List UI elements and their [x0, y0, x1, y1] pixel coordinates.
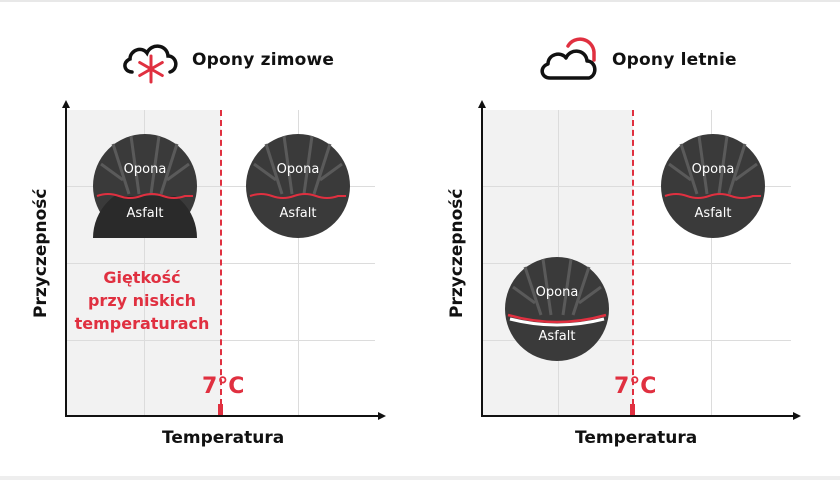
tire-label: Opona [535, 285, 579, 300]
tire-illustration: Opona Asfalt [661, 134, 765, 238]
y-axis [481, 106, 483, 417]
asphalt-label: Asfalt [694, 206, 732, 221]
tire-illustration: Opona Asfalt [505, 257, 609, 361]
winter-tires-panel: Opony zimowe 7°C Przyczepność Temperatur… [31, 44, 386, 448]
note-line: Giętkość [103, 268, 181, 287]
x-axis-label: Temperatura [575, 428, 698, 448]
grid-line [711, 110, 712, 415]
threshold-line [632, 110, 634, 405]
tire-label: Opona [276, 162, 320, 177]
grid-line [483, 186, 791, 187]
grid-line [144, 110, 145, 415]
y-axis-label: Przyczepność [447, 188, 467, 318]
tire-label: Opona [691, 162, 735, 177]
flexibility-note: Giętkość przy niskich temperaturach [62, 266, 222, 335]
tire-illustration: Opona Asfalt [93, 134, 197, 238]
y-axis-arrow [478, 100, 486, 108]
threshold-marker [218, 404, 223, 416]
note-line: przy niskich [87, 291, 197, 310]
threshold-line [220, 110, 222, 405]
x-axis [65, 415, 380, 417]
threshold-label: 7°C [614, 374, 657, 399]
tire-label: Opona [123, 162, 167, 177]
y-axis-arrow [62, 100, 70, 108]
grid-line [483, 340, 791, 341]
threshold-label: 7°C [202, 374, 245, 399]
tire-illustration: Opona Asfalt [246, 134, 350, 238]
top-divider [0, 0, 840, 2]
x-axis-label: Temperatura [162, 428, 285, 448]
asphalt-label: Asfalt [126, 206, 164, 221]
grid-line [483, 263, 791, 264]
sun-cloud-icon [540, 37, 597, 80]
bottom-divider [0, 476, 840, 480]
snow-cloud-icon [123, 44, 178, 84]
asphalt-label: Asfalt [538, 329, 576, 344]
x-axis-arrow [378, 412, 386, 420]
panel-title: Opony letnie [612, 50, 737, 70]
x-axis [481, 415, 795, 417]
asphalt-label: Asfalt [279, 206, 317, 221]
grid-line [298, 110, 299, 415]
note-line: temperaturach [74, 314, 210, 333]
y-axis [65, 106, 67, 417]
x-axis-arrow [793, 412, 801, 420]
panel-title: Opony zimowe [192, 50, 335, 70]
summer-tires-panel: Opony letnie 7°C Przyczepność Temperatur… [420, 0, 840, 480]
threshold-marker [630, 404, 635, 416]
y-axis-label: Przyczepność [31, 188, 51, 318]
